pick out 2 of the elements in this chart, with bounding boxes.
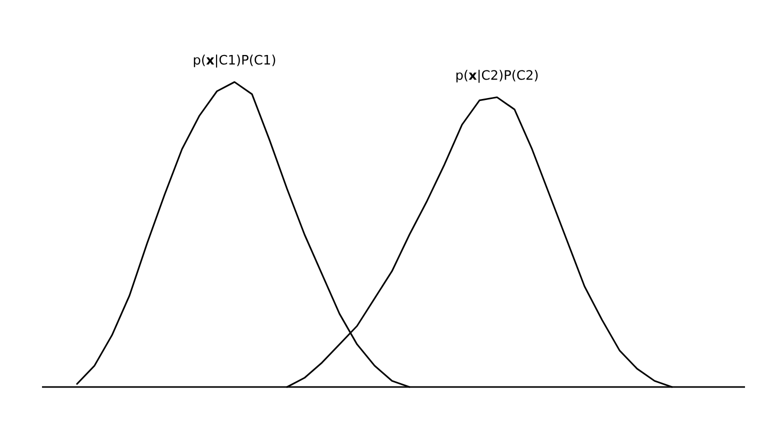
series-label: p(x|C1)P(C1) xyxy=(194,54,276,68)
series-label: p(x|C2)P(C2) xyxy=(456,70,538,83)
